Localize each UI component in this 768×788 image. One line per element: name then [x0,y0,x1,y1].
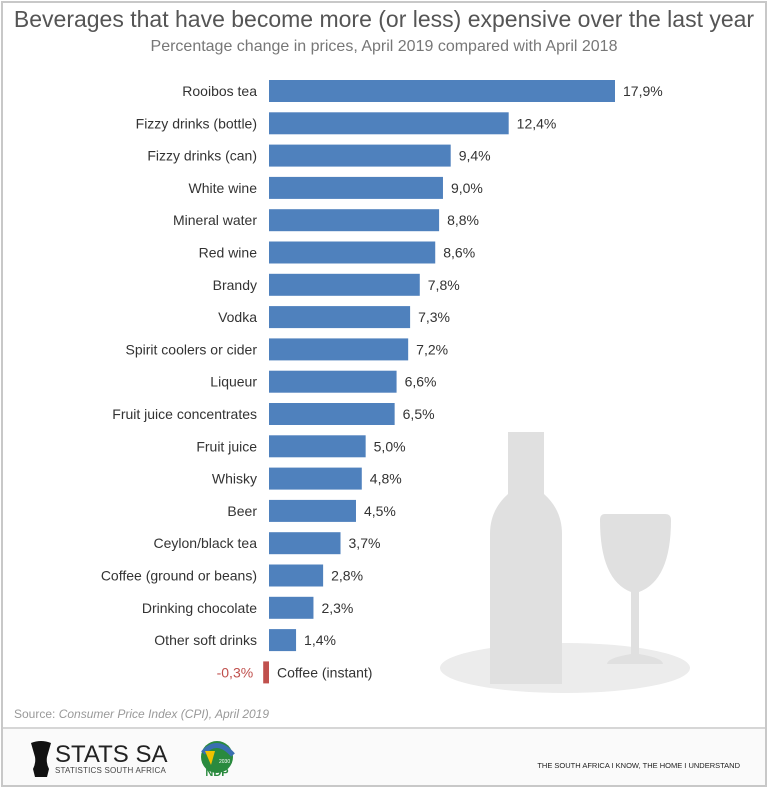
category-label: Fizzy drinks (can) [147,148,257,164]
category-label: Fizzy drinks (bottle) [136,115,257,131]
value-label: 9,4% [459,148,491,164]
bar-chart: Rooibos tea 17,9% Fizzy drinks (bottle) 12,… [101,80,690,693]
value-label: -0,3% [217,664,254,680]
category-label: Fruit juice concentrates [112,406,257,422]
source-text: Consumer Price Index (CPI), April 2019 [58,707,270,721]
stats-sa-logo: STATS SA STATISTICS SOUTH AFRICA [31,741,167,777]
source-note: Source: Consumer Price Index (CPI), Apri… [14,707,269,721]
category-label: Beer [227,503,257,519]
category-label: Vodka [218,309,257,325]
category-label: Drinking chocolate [142,600,257,616]
category-label: Red wine [199,245,258,261]
value-label: 17,9% [623,83,663,99]
category-label: Coffee (ground or beans) [101,568,257,584]
category-label: Spirit coolers or cider [126,341,258,357]
bar [269,273,420,296]
category-label: Other soft drinks [154,632,257,648]
bar [269,403,395,425]
bar [269,564,324,587]
stats-sa-emblem-icon [31,741,51,777]
value-label: 7,3% [418,309,450,325]
value-label: 8,6% [443,245,475,261]
bar [269,467,362,490]
category-label: Ceylon/black tea [153,535,257,551]
value-label: 7,2% [416,341,448,357]
logo-text: STATS SA [55,740,168,768]
ndp-logo: 2030 NDP [201,741,235,779]
svg-text:2030: 2030 [219,759,230,765]
value-label: 6,6% [405,374,437,390]
value-label: 4,8% [370,471,402,487]
bar [269,306,411,329]
logo-subtitle: STATISTICS SOUTH AFRICA [55,765,166,775]
category-label: Fruit juice [196,438,257,454]
bar [269,209,440,232]
value-label: 2,8% [331,568,363,584]
chart-title: Beverages that have become more (or less… [13,6,755,32]
value-label: 12,4% [517,115,557,131]
value-label: 6,5% [403,406,435,422]
chart-subtitle: Percentage change in prices, April 2019 … [150,38,618,55]
footer: STATS SA STATISTICS SOUTH AFRICA 2030 NDP… [3,727,765,785]
category-label: Mineral water [173,212,257,228]
category-label: Coffee (instant) [277,664,372,680]
category-label: Liqueur [210,374,257,390]
bottle-glass-illustration [440,432,690,693]
value-label: 3,7% [349,535,381,551]
bar [269,241,436,264]
bar [263,661,269,684]
category-label: Rooibos tea [182,83,257,99]
category-label: Brandy [213,277,257,293]
bar [269,176,443,199]
tagline: THE SOUTH AFRICA I KNOW, THE HOME I UNDE… [537,761,740,770]
category-label: White wine [189,180,258,196]
bar [269,532,341,555]
value-label: 7,8% [428,277,460,293]
value-label: 4,5% [364,503,396,519]
bar [269,629,297,652]
bar [269,338,409,361]
value-label: 2,3% [321,600,353,616]
svg-text:NDP: NDP [205,767,228,779]
value-label: 1,4% [304,632,336,648]
bar [269,596,314,619]
value-label: 9,0% [451,180,483,196]
bar [269,370,397,393]
source-prefix: Source: [14,707,59,721]
bar [269,80,615,102]
value-label: 5,0% [374,438,406,454]
bar [269,499,356,522]
bar [269,435,366,458]
category-label: Whisky [212,471,257,487]
value-label: 8,8% [447,212,479,228]
bar [269,144,451,167]
bar [269,112,509,135]
